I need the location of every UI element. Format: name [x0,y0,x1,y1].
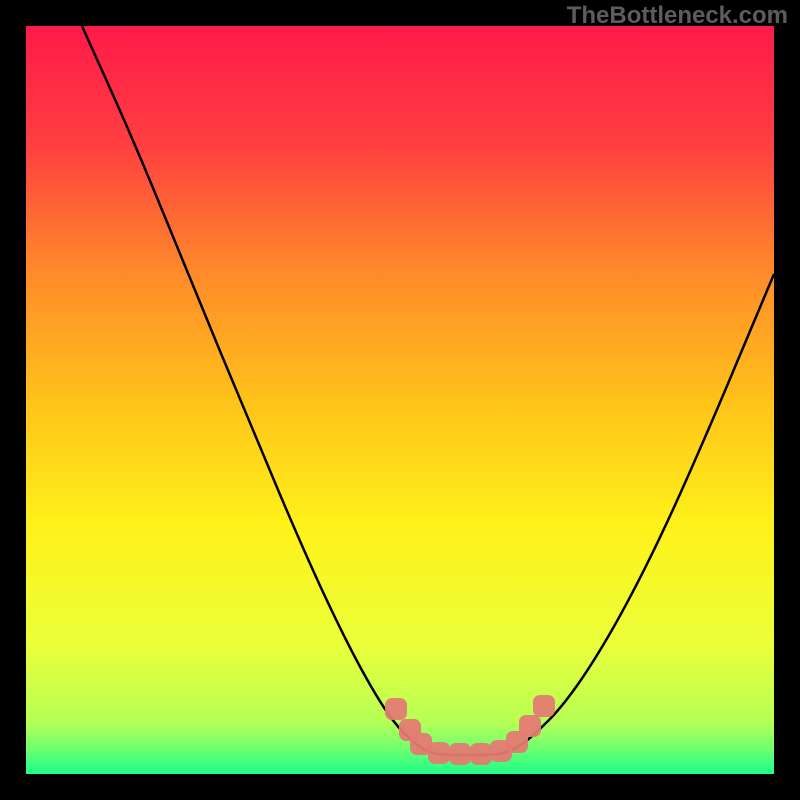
curve-marker [533,695,555,717]
curve-marker [470,743,492,765]
curve-marker [449,743,471,765]
chart-frame: TheBottleneck.com [0,0,800,800]
curve-line [82,26,774,755]
bottleneck-curve [0,0,800,800]
curve-marker [385,698,407,720]
curve-marker [519,715,541,737]
curve-marker [428,742,450,764]
